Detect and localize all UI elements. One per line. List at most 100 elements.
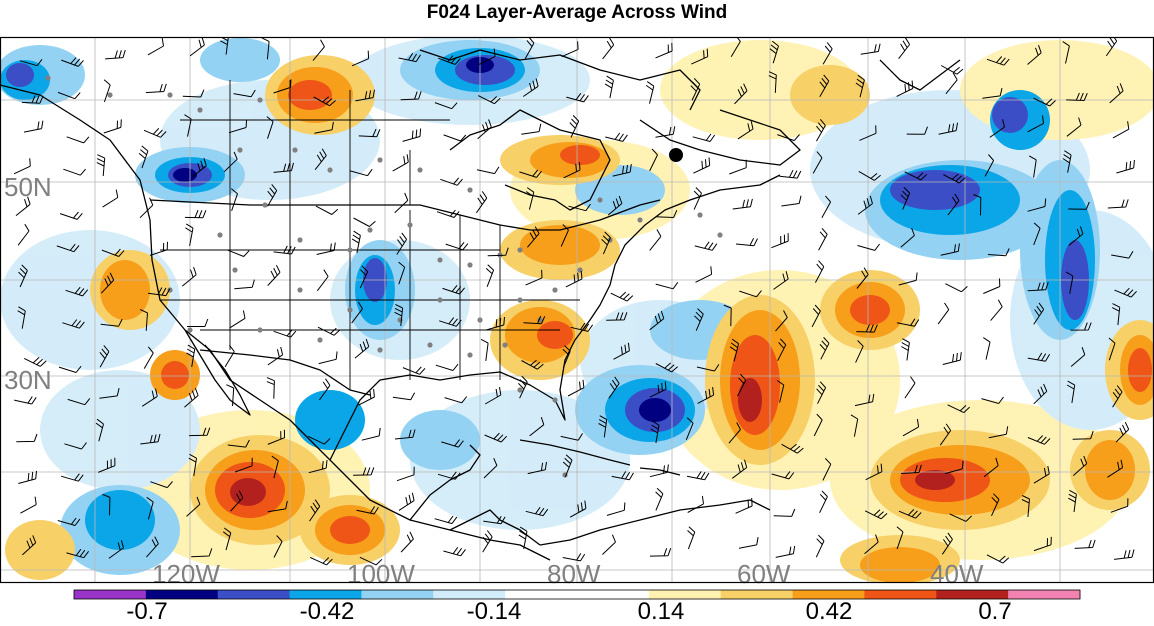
wind-barb xyxy=(1116,159,1135,174)
wind-barb xyxy=(981,396,1004,404)
central-america xyxy=(449,509,541,546)
wind-barb xyxy=(904,376,916,399)
wind-barb xyxy=(358,128,381,138)
wind-barb xyxy=(19,59,43,67)
wind-barb xyxy=(16,433,38,443)
wind-barb xyxy=(65,286,89,297)
wind-barb xyxy=(400,91,422,101)
wind-barb xyxy=(436,209,460,218)
axis-labels: 50N 30N 120W 100W 80W 60W 40W xyxy=(4,172,984,589)
wind-barb xyxy=(518,375,528,399)
wind-barb xyxy=(1065,271,1074,294)
wind-barb xyxy=(1062,150,1072,173)
wind-barb xyxy=(139,309,148,331)
wind-barb xyxy=(13,158,31,175)
wind-barb xyxy=(478,48,496,66)
wind-barb xyxy=(482,530,493,553)
wind-barb xyxy=(398,52,421,63)
wind-barb xyxy=(23,357,47,367)
wind-barb xyxy=(353,467,375,476)
colorbar-swatch xyxy=(1008,590,1081,599)
wind-barb xyxy=(396,466,415,482)
wind-barb xyxy=(519,169,542,178)
wind-barb xyxy=(66,548,89,559)
wind-barb xyxy=(105,49,126,60)
wind-barb xyxy=(141,388,158,407)
wind-barb xyxy=(525,187,535,210)
wind-barb xyxy=(568,203,591,212)
wind-barb xyxy=(267,429,285,445)
wind-barb xyxy=(655,42,673,59)
wind-barb xyxy=(1033,302,1045,325)
wind-barb xyxy=(316,242,336,255)
colorbar-tick-label: -0.7 xyxy=(126,598,168,625)
wind-barb xyxy=(1027,282,1049,292)
wind-barb xyxy=(398,492,415,511)
wind-barb xyxy=(434,102,458,110)
wind-barb xyxy=(857,243,880,251)
wind-barb xyxy=(606,312,628,321)
wind-barb xyxy=(649,548,672,557)
colorbar-outline xyxy=(73,589,1081,600)
wind-barb xyxy=(563,162,581,179)
wind-barb xyxy=(188,453,197,477)
wind-barb xyxy=(226,384,235,407)
wind-barb xyxy=(95,418,104,442)
colorbar-swatch xyxy=(217,590,291,599)
wind-barb xyxy=(308,460,328,474)
wind-barb xyxy=(56,243,80,253)
wind-barb xyxy=(944,460,964,475)
wind-barb xyxy=(402,128,422,142)
colorbar-swatch xyxy=(864,590,937,599)
wind-barb xyxy=(602,37,615,60)
wind-barb xyxy=(945,283,968,293)
wind-barb xyxy=(937,302,950,325)
wind-barb xyxy=(525,506,549,517)
wind-barb xyxy=(400,531,414,553)
wind-barb xyxy=(1068,201,1090,210)
wind-barb xyxy=(267,346,284,366)
wind-barb xyxy=(273,329,297,338)
wind-barb xyxy=(606,502,626,516)
wind-barb xyxy=(896,80,914,97)
wind-barb xyxy=(1068,489,1077,513)
wind-barb xyxy=(569,500,587,518)
wind-barb xyxy=(649,148,658,172)
wind-barb xyxy=(1114,549,1135,560)
wind-barb xyxy=(102,189,119,208)
wind-barb xyxy=(484,432,508,443)
colorbar-swatch xyxy=(433,590,506,599)
wind-barb xyxy=(318,351,338,365)
wind-barb xyxy=(101,248,125,257)
wind-barb xyxy=(685,417,694,440)
lat-label-30n: 30N xyxy=(4,365,52,395)
wind-barb xyxy=(739,290,762,298)
wind-barb xyxy=(523,315,546,325)
wind-barb xyxy=(60,473,84,482)
wind-barb xyxy=(649,464,669,478)
wind-barb xyxy=(351,230,361,254)
wind-barb xyxy=(234,279,255,290)
wind-barb xyxy=(191,158,207,178)
south-america xyxy=(539,499,771,546)
wind-barb xyxy=(485,264,495,287)
wind-barb xyxy=(723,304,732,327)
lon-label-40w: 40W xyxy=(930,559,984,589)
wind-barb xyxy=(1066,92,1088,101)
wind-barb xyxy=(816,118,826,142)
wind-barb xyxy=(987,248,1010,257)
wind-barb xyxy=(185,223,194,246)
wind-barb xyxy=(738,537,759,549)
wind-barb xyxy=(860,43,881,55)
colorbar-swatch xyxy=(74,590,147,599)
colorbar-swatch xyxy=(936,590,1009,599)
wind-barb xyxy=(394,429,416,440)
wind-barb xyxy=(1115,421,1130,443)
wind-barb xyxy=(655,487,664,511)
wind-barb xyxy=(1028,155,1037,178)
wind-barb xyxy=(1033,465,1050,484)
wind-barb xyxy=(138,145,149,169)
wind-barb xyxy=(483,516,506,525)
pacific-coast xyxy=(0,84,551,561)
wind-barb xyxy=(358,389,375,406)
